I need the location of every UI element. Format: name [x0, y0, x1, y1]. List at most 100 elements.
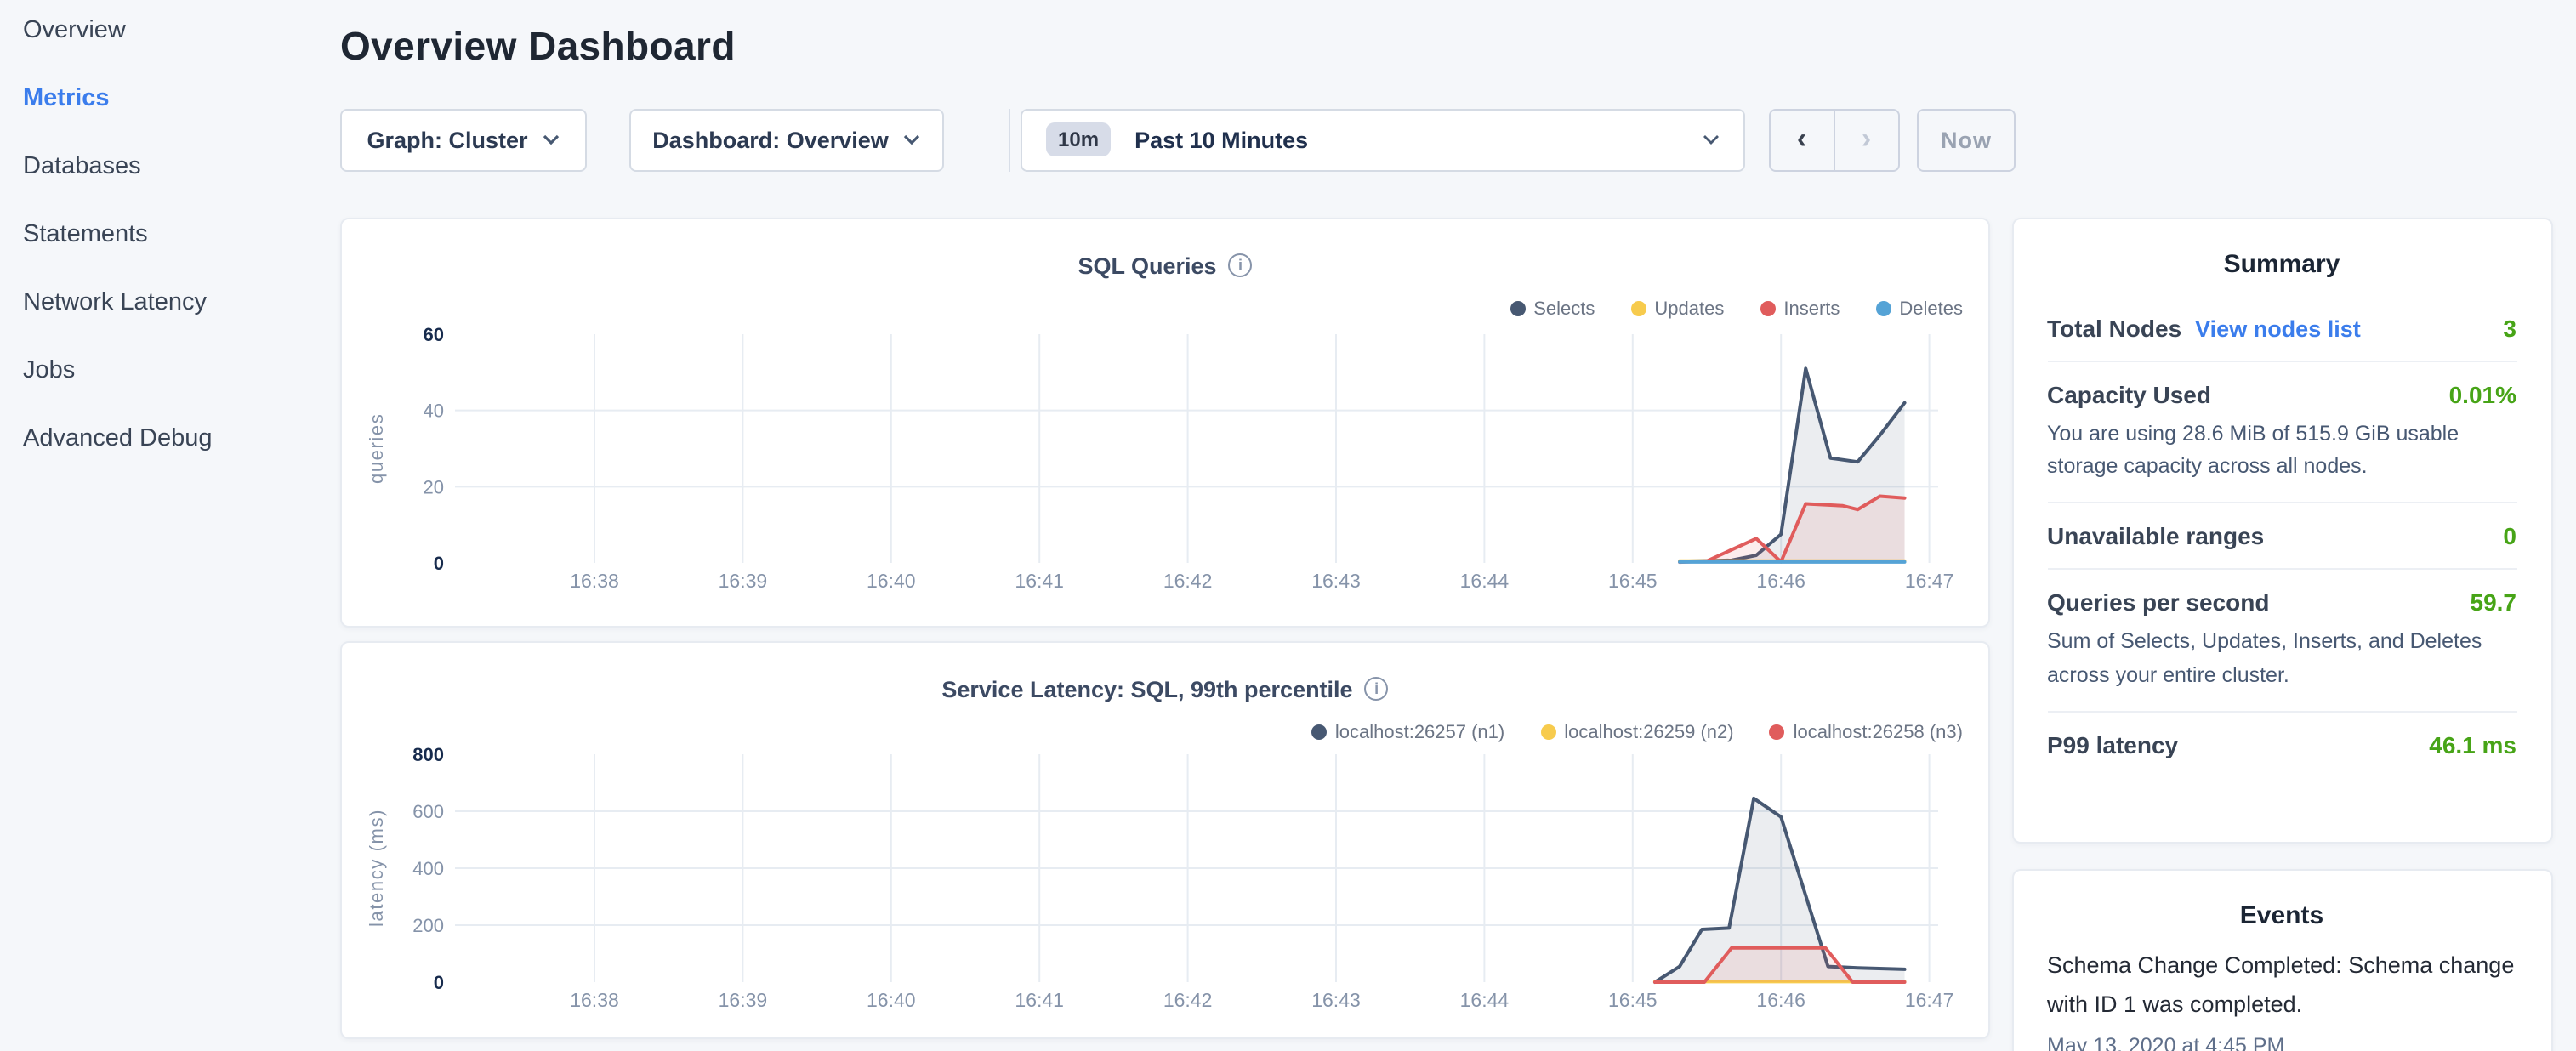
sidebar-item-metrics[interactable]: Metrics [23, 85, 110, 112]
view-nodes-list-link[interactable]: View nodes list [2195, 315, 2361, 341]
chevron-down-icon [1703, 135, 1719, 145]
summary-rows: Total Nodes View nodes list 3 Capacity Used… [2047, 295, 2516, 777]
svg-text:16:43: 16:43 [1311, 569, 1361, 591]
service-latency-chart-card: Service Latency: SQL, 99th percentile i … [340, 640, 1990, 1038]
legend-label: Inserts [1783, 298, 1840, 319]
legend-dot-icon [1540, 724, 1556, 740]
sidebar-item-advanced-debug[interactable]: Advanced Debug [23, 425, 213, 452]
time-range-picker[interactable]: 10m Past 10 Minutes [1021, 108, 1745, 171]
sql-queries-chart-card: SQL Queries i Selects Updates Inserts Delet… [340, 217, 1990, 628]
summary-row-label: Unavailable ranges [2047, 522, 2265, 550]
time-next-button[interactable]: › [1861, 122, 1872, 155]
svg-text:40: 40 [424, 400, 444, 421]
page-title: Overview Dashboard [340, 24, 736, 68]
svg-text:200: 200 [412, 914, 444, 935]
dashboard-dropdown-label: Dashboard: Overview [652, 127, 889, 152]
legend-item[interactable]: localhost:26257 (n1) [1311, 722, 1504, 742]
sidebar-item-overview[interactable]: Overview [23, 17, 126, 44]
svg-text:16:47: 16:47 [1905, 569, 1954, 591]
svg-text:16:40: 16:40 [867, 988, 916, 1010]
legend-dot-icon [1760, 301, 1776, 316]
chevron-down-icon [904, 134, 920, 145]
svg-text:16:47: 16:47 [1905, 988, 1954, 1010]
chart-plot[interactable]: 16:38 16:39 16:40 16:41 16:42 16:43 16:44 16:45… [342, 642, 1992, 1040]
legend-label: localhost:26259 (n2) [1564, 722, 1734, 742]
svg-text:16:46: 16:46 [1756, 569, 1805, 591]
chart-legend: Selects Updates Inserts Deletes [1510, 298, 1963, 319]
svg-text:800: 800 [412, 743, 444, 764]
summary-row-label: Capacity Used [2047, 380, 2211, 407]
svg-text:16:45: 16:45 [1608, 988, 1658, 1010]
legend-dot-icon [1875, 301, 1891, 316]
summary-title: Summary [2223, 249, 2340, 278]
svg-text:16:43: 16:43 [1311, 988, 1361, 1010]
info-icon[interactable]: i [1364, 677, 1389, 701]
time-preset-badge: 10m [1046, 122, 1112, 156]
summary-row-label: Total Nodes [2047, 314, 2182, 341]
summary-row: P99 latency 46.1 ms [2047, 713, 2516, 777]
svg-text:16:38: 16:38 [570, 988, 619, 1010]
graph-dropdown-label: Graph: Cluster [367, 127, 528, 152]
sidebar-item-statements[interactable]: Statements [23, 221, 148, 248]
events-panel: Events Schema Change Completed: Schema c… [2011, 869, 2552, 1051]
summary-row: Unavailable ranges 0 [2047, 504, 2516, 571]
svg-text:0: 0 [434, 552, 444, 573]
legend-label: localhost:26258 (n3) [1793, 722, 1963, 742]
svg-text:60: 60 [424, 323, 444, 344]
now-button[interactable]: Now [1917, 108, 2016, 171]
graph-dropdown[interactable]: Graph: Cluster [340, 108, 587, 171]
legend-item[interactable]: Updates [1630, 298, 1724, 319]
summary-row: Total Nodes View nodes list 3 [2047, 295, 2516, 361]
time-range-label: Past 10 Minutes [1134, 127, 1309, 152]
event-timestamp: May 13, 2020 at 4:45 PM [2047, 1033, 2285, 1051]
svg-text:16:44: 16:44 [1460, 569, 1510, 591]
chart-title-text: SQL Queries [1078, 253, 1217, 278]
sidebar-item-databases[interactable]: Databases [23, 153, 141, 180]
toolbar-divider [1008, 108, 1009, 171]
legend-label: Deletes [1899, 298, 1963, 319]
svg-text:0: 0 [434, 971, 444, 992]
summary-row-label: Queries per second [2047, 588, 2270, 616]
chart-title-text: Service Latency: SQL, 99th percentile [941, 676, 1353, 702]
chart-legend: localhost:26257 (n1) localhost:26259 (n2)… [1311, 722, 1963, 742]
legend-item[interactable]: Selects [1510, 298, 1595, 319]
time-prev-button[interactable]: ‹ [1771, 110, 1834, 169]
summary-row-value: 59.7 [2470, 588, 2517, 616]
svg-text:16:41: 16:41 [1015, 569, 1064, 591]
chart-title: Service Latency: SQL, 99th percentile i [342, 676, 1988, 702]
legend-dot-icon [1630, 301, 1646, 316]
svg-text:400: 400 [412, 857, 444, 878]
legend-item[interactable]: Inserts [1760, 298, 1840, 319]
svg-text:600: 600 [412, 800, 444, 821]
svg-text:16:38: 16:38 [570, 569, 619, 591]
chart-plot[interactable]: 16:38 16:39 16:40 16:41 16:42 16:43 16:44 16:45… [342, 219, 1992, 629]
summary-row-value: 46.1 ms [2429, 731, 2516, 758]
dashboard-dropdown[interactable]: Dashboard: Overview [629, 108, 944, 171]
legend-item[interactable]: localhost:26258 (n3) [1769, 722, 1963, 742]
event-item[interactable]: Schema Change Completed: Schema change w… [2047, 947, 2516, 1051]
legend-dot-icon [1510, 301, 1526, 316]
legend-item[interactable]: Deletes [1875, 298, 1963, 319]
summary-row-label: P99 latency [2047, 731, 2179, 758]
legend-item[interactable]: localhost:26259 (n2) [1540, 722, 1734, 742]
sidebar: Overview Metrics Databases Statements Networ… [0, 0, 323, 1051]
summary-row: Capacity Used 0.01% You are using 28.6 MiB… [2047, 361, 2516, 504]
summary-panel: Summary Total Nodes View nodes list 3 Capac… [2011, 217, 2552, 843]
svg-text:20: 20 [424, 475, 444, 497]
sidebar-item-jobs[interactable]: Jobs [23, 357, 76, 384]
legend-dot-icon [1311, 724, 1327, 740]
time-step-buttons: ‹ › [1769, 108, 1900, 171]
info-icon[interactable]: i [1228, 253, 1253, 277]
legend-label: Updates [1654, 298, 1725, 319]
svg-text:16:42: 16:42 [1163, 988, 1213, 1010]
summary-row-subtext: Sum of Selects, Updates, Inserts, and De… [2047, 629, 2482, 687]
svg-text:16:42: 16:42 [1163, 569, 1213, 591]
events-list: Schema Change Completed: Schema change w… [2047, 947, 2516, 1051]
legend-label: localhost:26257 (n1) [1334, 722, 1505, 742]
sidebar-item-network-latency[interactable]: Network Latency [23, 289, 207, 316]
chevron-down-icon [543, 134, 560, 145]
svg-text:16:45: 16:45 [1608, 569, 1658, 591]
chart-title: SQL Queries i [342, 253, 1988, 278]
summary-row-value: 3 [2503, 314, 2516, 341]
